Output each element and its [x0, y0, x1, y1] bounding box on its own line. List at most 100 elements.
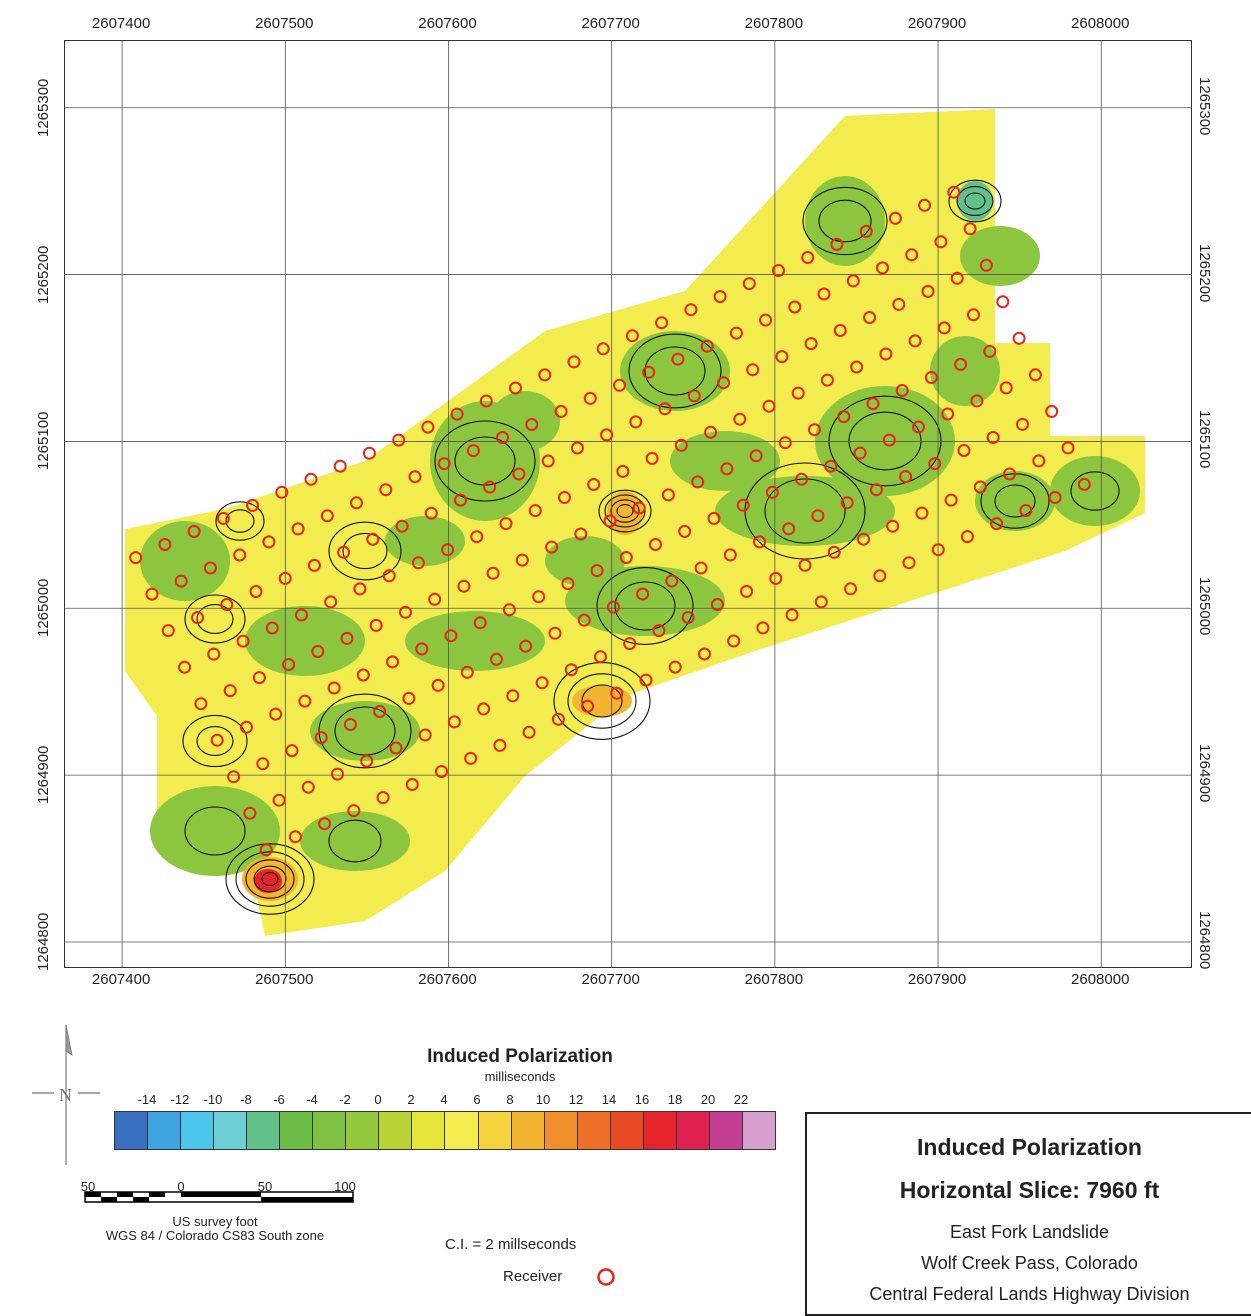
receiver-marker [415, 642, 429, 656]
receiver-marker [285, 744, 299, 758]
receiver-marker [931, 543, 945, 557]
receiver-marker [954, 357, 968, 371]
receiver-marker [665, 574, 679, 588]
receiver-marker [950, 271, 964, 285]
receiver-marker [207, 647, 221, 661]
receiver-marker [1019, 504, 1033, 517]
receiver-marker [791, 386, 805, 400]
anomaly-zone [960, 226, 1040, 286]
receiver-marker [331, 767, 344, 781]
anomaly-zone [405, 611, 545, 671]
receiver-marker [382, 569, 396, 583]
receiver-marker [246, 498, 260, 512]
receiver-marker [441, 543, 455, 557]
receiver-marker [389, 741, 403, 755]
receiver-marker [863, 311, 877, 324]
receiver-marker [473, 616, 487, 630]
receiver-marker [256, 757, 270, 771]
anomaly-zone [245, 606, 365, 676]
receiver-marker [649, 538, 662, 551]
x-tick-label-bottom: 2607600 [418, 971, 477, 988]
receiver-marker [145, 587, 159, 601]
anomaly-zone [545, 536, 625, 586]
legend-title: Induced Polarization [427, 1046, 613, 1067]
receiver-marker [698, 647, 711, 661]
receiver-marker [700, 339, 714, 353]
receiver-marker [924, 371, 938, 384]
receiver-marker [311, 645, 325, 658]
receiver-marker [493, 738, 507, 752]
receiver-marker [551, 712, 565, 726]
receiver-marker [973, 480, 987, 494]
receiver-marker [356, 668, 370, 682]
receiver-marker [934, 235, 948, 249]
y-tick-label-left: 1264800 [35, 912, 52, 971]
receiver-marker [496, 431, 510, 444]
colorbar-tick-label: 16 [634, 1092, 650, 1107]
contour-line [644, 346, 706, 396]
receiver-marker [324, 595, 338, 609]
y-tick-label-left: 1264900 [35, 745, 52, 805]
colorbar-swatch [148, 1112, 182, 1149]
colorbar-tick-label: -4 [306, 1092, 318, 1107]
anomaly-zone [310, 701, 420, 761]
receiver-marker [561, 577, 575, 591]
receiver-marker [742, 277, 756, 291]
receiver-marker [395, 519, 409, 533]
receiver-marker [915, 506, 929, 520]
receiver-marker [762, 399, 776, 413]
scalebar-label: 0 [177, 1179, 185, 1194]
colorbar-swatch [709, 1112, 743, 1149]
receiver-marker [288, 830, 302, 844]
receiver-marker [483, 480, 497, 494]
receiver-marker [554, 404, 568, 418]
receiver-marker [727, 634, 741, 648]
receiver-marker [674, 438, 688, 452]
receiver-marker [437, 457, 451, 471]
receiver-marker [687, 389, 701, 403]
anomaly-zone [300, 811, 410, 871]
colorbar-tick-label: 6 [473, 1092, 481, 1107]
receiver-marker [564, 663, 578, 677]
receiver-marker [337, 545, 351, 559]
contour-line [802, 186, 888, 256]
receiver-marker [386, 655, 400, 669]
title-main: Induced Polarization [917, 1134, 1142, 1160]
receiver-marker [435, 765, 448, 778]
receiver-marker [1003, 467, 1017, 481]
receiver-marker [811, 509, 825, 523]
receiver-marker [362, 446, 376, 460]
contour-line [434, 420, 536, 502]
receiver-marker [983, 344, 997, 358]
receiver-marker [720, 462, 734, 476]
receiver-marker [846, 274, 860, 288]
contour-line [956, 186, 994, 216]
y-tick-label-left: 1265000 [35, 578, 52, 638]
receiver-marker [220, 598, 234, 611]
colorbar-swatch [379, 1112, 413, 1149]
contour-interval-label: C.I. = 2 millseconds [445, 1236, 577, 1253]
scalebar-label: 100 [334, 1179, 356, 1194]
colorbar-tick-label: -2 [339, 1092, 351, 1107]
x-tick-label-top: 2608000 [1071, 15, 1130, 32]
receiver-marker [187, 525, 201, 538]
receiver-marker [723, 548, 737, 562]
receiver-marker [921, 284, 935, 298]
receiver-marker [979, 258, 993, 272]
y-tick-label-right: 1264900 [1196, 744, 1213, 803]
receiver-marker [713, 290, 727, 304]
anomaly-zone [815, 386, 955, 496]
contour-line [328, 819, 382, 863]
receiver-marker [840, 496, 854, 510]
receiver-marker [710, 598, 724, 611]
receiver-marker [282, 658, 296, 671]
contour-line [245, 859, 295, 899]
receiver-marker [567, 355, 581, 369]
receiver-marker [272, 793, 286, 807]
receiver-marker [243, 806, 257, 820]
colorbar-tick-label: 8 [506, 1092, 514, 1107]
receiver-marker [691, 475, 705, 489]
colorbar-tick-label: 20 [700, 1092, 716, 1107]
x-tick-label-bottom: 2607700 [581, 971, 640, 988]
scalebar-units: US survey foot [172, 1214, 258, 1229]
